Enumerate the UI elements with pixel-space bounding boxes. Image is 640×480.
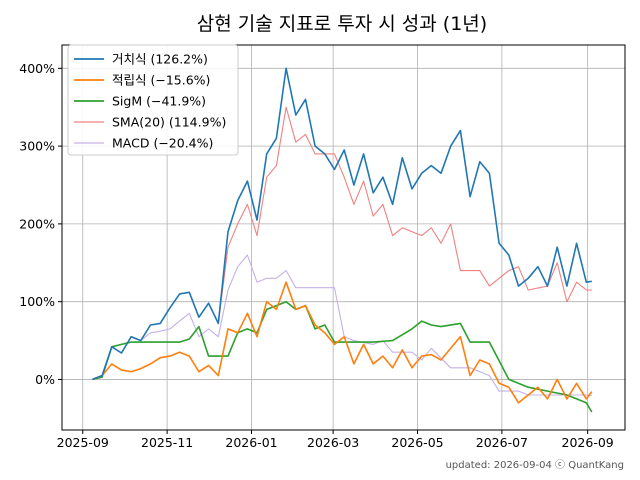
- legend-label-2: SigM (−41.9%): [112, 94, 206, 109]
- x-tick-label: 2026-03: [307, 435, 359, 450]
- x-axis: 2025-09 2025-11 2026-01 2026-03 2026-05 2026-…: [57, 430, 614, 450]
- y-axis: 0% 100% 200% 300% 400%: [19, 61, 62, 387]
- y-tick-label: 200%: [19, 216, 55, 231]
- x-tick-label: 2026-09: [562, 435, 614, 450]
- x-tick-label: 2026-07: [476, 435, 528, 450]
- y-tick-label: 0%: [35, 372, 55, 387]
- legend-label-4: MACD (−20.4%): [112, 136, 213, 151]
- y-tick-label: 300%: [19, 139, 55, 154]
- series-layer: [92, 67, 593, 413]
- series-line-1: [92, 281, 593, 404]
- y-tick-label: 100%: [19, 294, 55, 309]
- series-line-4: [92, 254, 592, 396]
- legend: 거치식 (126.2%) 적립식 (−15.6%) SigM (−41.9%) SMA…: [67, 44, 239, 156]
- legend-label-0: 거치식 (126.2%): [112, 52, 208, 67]
- legend-label-1: 적립식 (−15.6%): [112, 73, 210, 88]
- x-tick-label: 2025-09: [57, 435, 109, 450]
- legend-box: [67, 44, 239, 156]
- x-tick-label: 2026-01: [225, 435, 277, 450]
- legend-label-3: SMA(20) (114.9%): [112, 115, 226, 130]
- series-line-0: [92, 67, 592, 381]
- plot-frame: [61, 44, 626, 431]
- x-tick-label: 2025-11: [141, 435, 193, 450]
- y-tick-label: 400%: [19, 61, 55, 76]
- x-tick-label: 2026-05: [391, 435, 443, 450]
- chart-title: 삼현 기술 지표로 투자 시 성과 (1년): [197, 13, 487, 35]
- footer-note: updated: 2026-09-04 ⓒ QuantKang: [446, 459, 624, 471]
